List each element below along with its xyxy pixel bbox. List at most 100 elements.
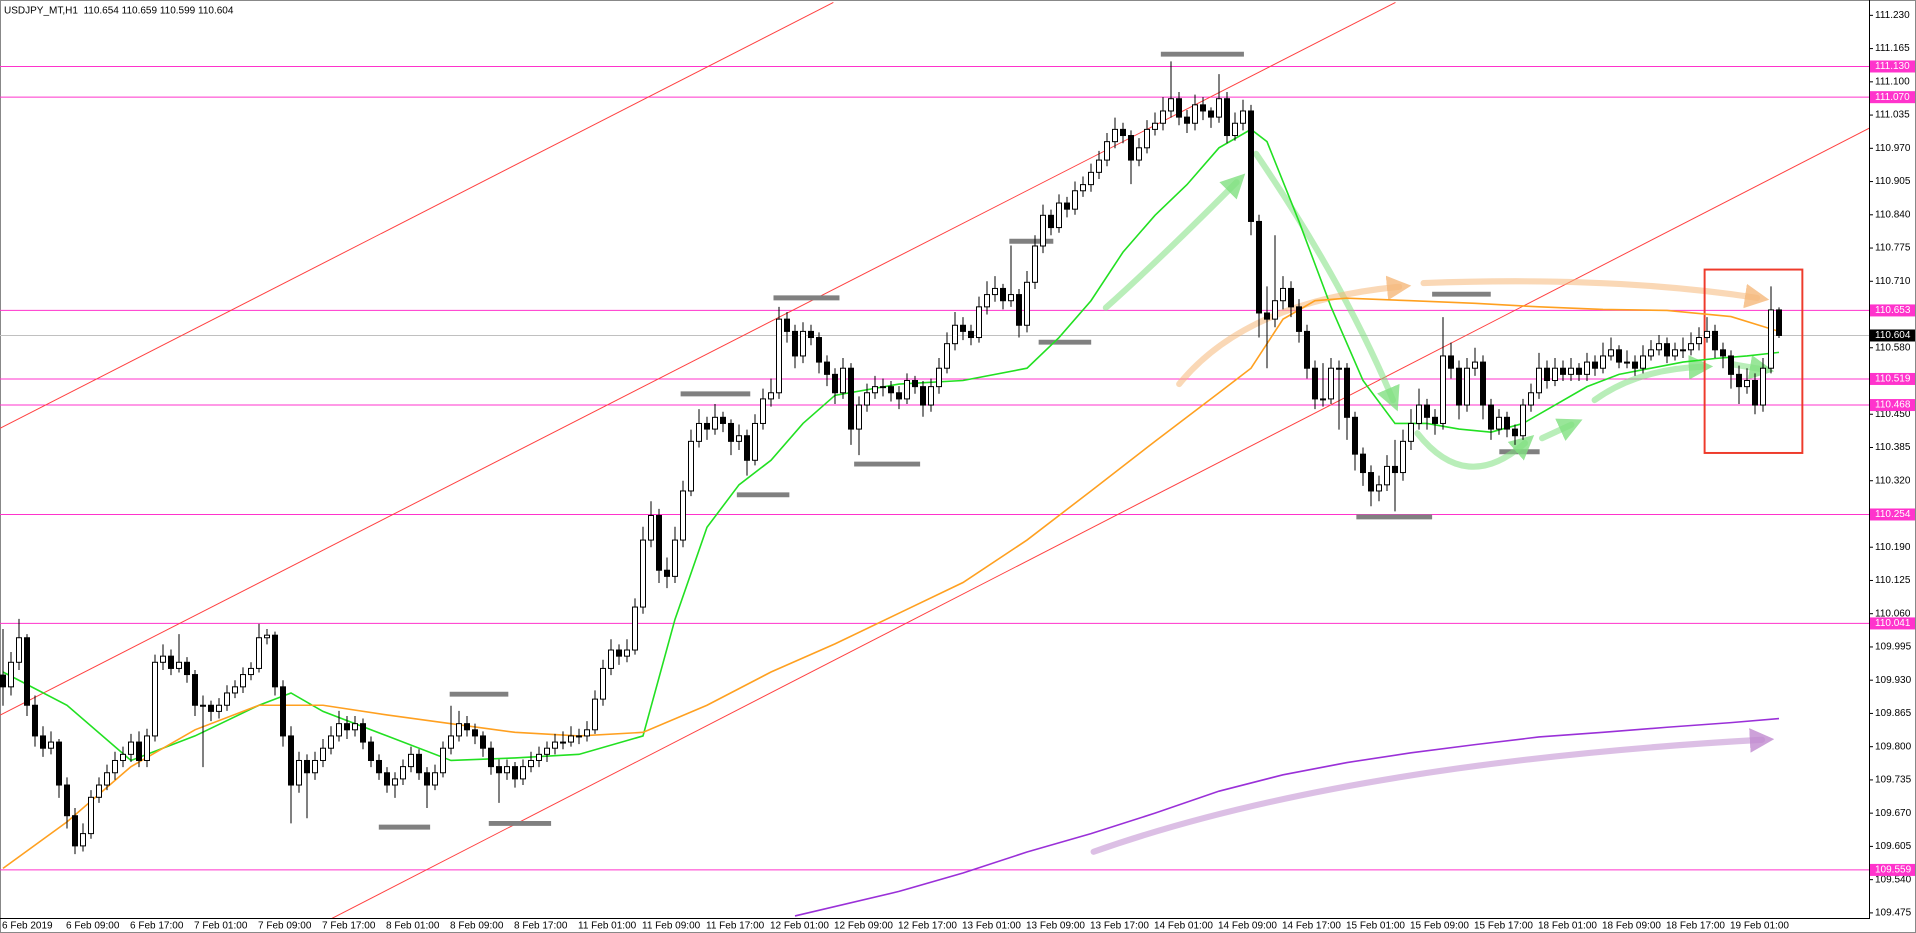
candle-body bbox=[1416, 404, 1422, 424]
candle-body bbox=[1488, 404, 1494, 430]
level-label-bg bbox=[1870, 617, 1915, 630]
candle-body bbox=[1056, 202, 1062, 229]
x-tick-label: 15 Feb 01:00 bbox=[1346, 921, 1405, 932]
candle-body bbox=[584, 729, 590, 737]
moving-average bbox=[794, 717, 1780, 917]
candle-body bbox=[72, 815, 78, 847]
candle-body bbox=[1152, 122, 1158, 130]
candle-body bbox=[368, 741, 374, 761]
candle-body bbox=[1712, 330, 1718, 351]
candle-body bbox=[1464, 367, 1470, 406]
candle-body bbox=[1400, 440, 1406, 474]
x-tick-label: 8 Feb 01:00 bbox=[386, 921, 440, 932]
y-tick-label: 110.190 bbox=[1875, 542, 1911, 553]
candle-body bbox=[1760, 367, 1766, 406]
candle-body bbox=[112, 759, 118, 774]
candle-body bbox=[1176, 98, 1182, 118]
candle-body bbox=[1568, 367, 1574, 375]
candle-body bbox=[1608, 349, 1614, 357]
candle-body bbox=[416, 753, 422, 774]
x-tick-label: 6 Feb 09:00 bbox=[66, 921, 120, 932]
levels bbox=[0, 65, 1869, 871]
candle-body bbox=[968, 330, 974, 339]
level-label: 110.041 bbox=[1875, 618, 1911, 629]
candle-body bbox=[184, 661, 190, 676]
candle-body bbox=[168, 655, 174, 669]
chart-title: USDJPY_MT,H1 110.654 110.659 110.599 110… bbox=[4, 6, 234, 17]
candle-body bbox=[896, 392, 902, 400]
candle-body bbox=[200, 704, 206, 707]
candle-body bbox=[96, 784, 102, 798]
candle-body bbox=[1520, 404, 1526, 437]
candle-body bbox=[1016, 294, 1022, 326]
candle-body bbox=[960, 324, 966, 332]
candle-body bbox=[696, 422, 702, 442]
candle-body bbox=[48, 741, 54, 749]
candle-body bbox=[1032, 245, 1038, 283]
level-label: 110.519 bbox=[1875, 374, 1911, 385]
candle-body bbox=[1216, 98, 1222, 118]
candle-body bbox=[1384, 465, 1390, 486]
annotations bbox=[0, 2, 1869, 918]
candle-body bbox=[152, 661, 158, 737]
candle-body bbox=[1144, 128, 1150, 149]
candle-body bbox=[1480, 361, 1486, 406]
candle-body bbox=[920, 386, 926, 406]
candle-body bbox=[1344, 367, 1350, 418]
candle-body bbox=[1160, 110, 1166, 124]
candle-body bbox=[1600, 355, 1606, 369]
candle-body bbox=[464, 723, 470, 731]
indicators bbox=[2, 128, 1780, 917]
candle-body bbox=[496, 766, 502, 774]
level-label-bg bbox=[1870, 399, 1915, 412]
x-tick-label: 8 Feb 17:00 bbox=[514, 921, 568, 932]
candle-body bbox=[1024, 281, 1030, 326]
candle-body bbox=[728, 422, 734, 442]
level-label-bg bbox=[1870, 91, 1915, 104]
candle-body bbox=[384, 772, 390, 786]
candle-body bbox=[832, 373, 838, 394]
candle-body bbox=[1136, 147, 1142, 161]
candle-body bbox=[176, 661, 182, 669]
candle-body bbox=[136, 741, 142, 761]
y-tick-label: 110.970 bbox=[1875, 143, 1911, 154]
x-tick-label: 12 Feb 17:00 bbox=[898, 921, 957, 932]
candle-body bbox=[456, 723, 462, 737]
candle-body bbox=[1040, 214, 1046, 247]
candle-body bbox=[1008, 294, 1014, 302]
y-tick-label: 111.230 bbox=[1875, 10, 1910, 21]
candle-body bbox=[1576, 367, 1582, 375]
candle-body bbox=[1096, 159, 1102, 173]
y-tick-label: 111.165 bbox=[1875, 43, 1910, 54]
candle-body bbox=[712, 416, 718, 430]
candle-body bbox=[512, 766, 518, 780]
candle-body bbox=[600, 667, 606, 700]
candle-body bbox=[88, 796, 94, 835]
candle-body bbox=[288, 735, 294, 786]
candle-body bbox=[104, 772, 110, 786]
level-label: 111.070 bbox=[1875, 92, 1910, 103]
candle-body bbox=[1064, 202, 1070, 210]
x-tick-label: 14 Feb 17:00 bbox=[1282, 921, 1341, 932]
y-tick-label: 109.670 bbox=[1875, 808, 1912, 819]
x-tick-label: 12 Feb 01:00 bbox=[770, 921, 829, 932]
candle-body bbox=[1256, 220, 1262, 314]
candle-body bbox=[1120, 128, 1126, 137]
candle-body bbox=[488, 747, 494, 768]
candle-body bbox=[848, 367, 854, 430]
x-tick-label: 14 Feb 09:00 bbox=[1218, 921, 1277, 932]
candle-body bbox=[776, 318, 782, 394]
candle-body bbox=[1192, 104, 1198, 124]
candle-body bbox=[1456, 367, 1462, 406]
candle-body bbox=[1432, 416, 1438, 424]
x-tick-label: 6 Feb 2019 bbox=[2, 921, 53, 932]
candle-body bbox=[120, 753, 126, 761]
y-tick-label: 110.710 bbox=[1875, 276, 1911, 287]
arrows bbox=[1090, 150, 1775, 855]
candle-body bbox=[424, 772, 430, 786]
candle-body bbox=[1704, 330, 1710, 339]
candle-body bbox=[1232, 122, 1238, 137]
candle-body bbox=[656, 515, 662, 571]
candle-body bbox=[504, 766, 510, 774]
